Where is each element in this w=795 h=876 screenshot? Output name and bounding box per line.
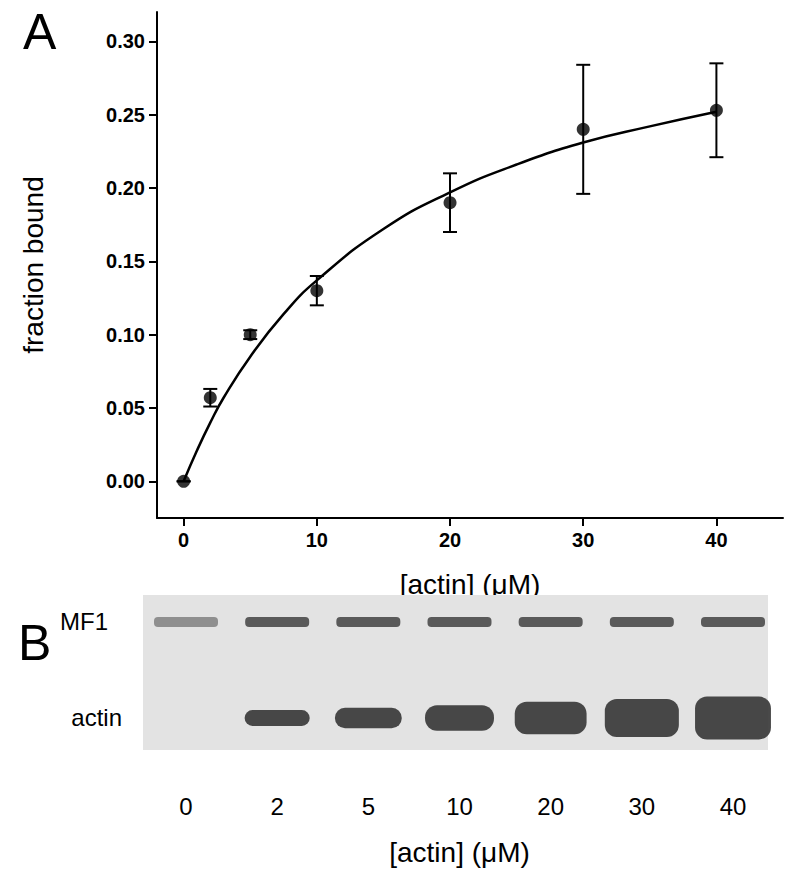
svg-text:0: 0	[179, 793, 192, 820]
svg-text:0.15: 0.15	[106, 250, 145, 272]
svg-text:2: 2	[270, 793, 283, 820]
svg-text:40: 40	[720, 793, 747, 820]
svg-text:20: 20	[439, 529, 461, 551]
svg-text:B: B	[18, 615, 51, 671]
svg-text:0.00: 0.00	[106, 470, 145, 492]
svg-text:[actin] (μM): [actin] (μM)	[400, 569, 541, 600]
svg-text:0.30: 0.30	[106, 30, 145, 52]
svg-text:actin: actin	[71, 704, 122, 731]
svg-text:40: 40	[705, 529, 727, 551]
svg-text:0.05: 0.05	[106, 397, 145, 419]
svg-text:fraction bound: fraction bound	[18, 176, 49, 353]
svg-text:MF1: MF1	[60, 608, 108, 635]
svg-text:10: 10	[306, 529, 328, 551]
svg-text:[actin] (μM): [actin] (μM)	[389, 837, 530, 868]
svg-text:5: 5	[362, 793, 375, 820]
svg-text:0: 0	[178, 529, 189, 551]
svg-text:30: 30	[628, 793, 655, 820]
svg-text:0.25: 0.25	[106, 104, 145, 126]
svg-text:0.10: 0.10	[106, 324, 145, 346]
svg-text:A: A	[23, 4, 57, 60]
svg-text:30: 30	[572, 529, 594, 551]
svg-text:10: 10	[446, 793, 473, 820]
svg-text:0.20: 0.20	[106, 177, 145, 199]
svg-text:20: 20	[537, 793, 564, 820]
